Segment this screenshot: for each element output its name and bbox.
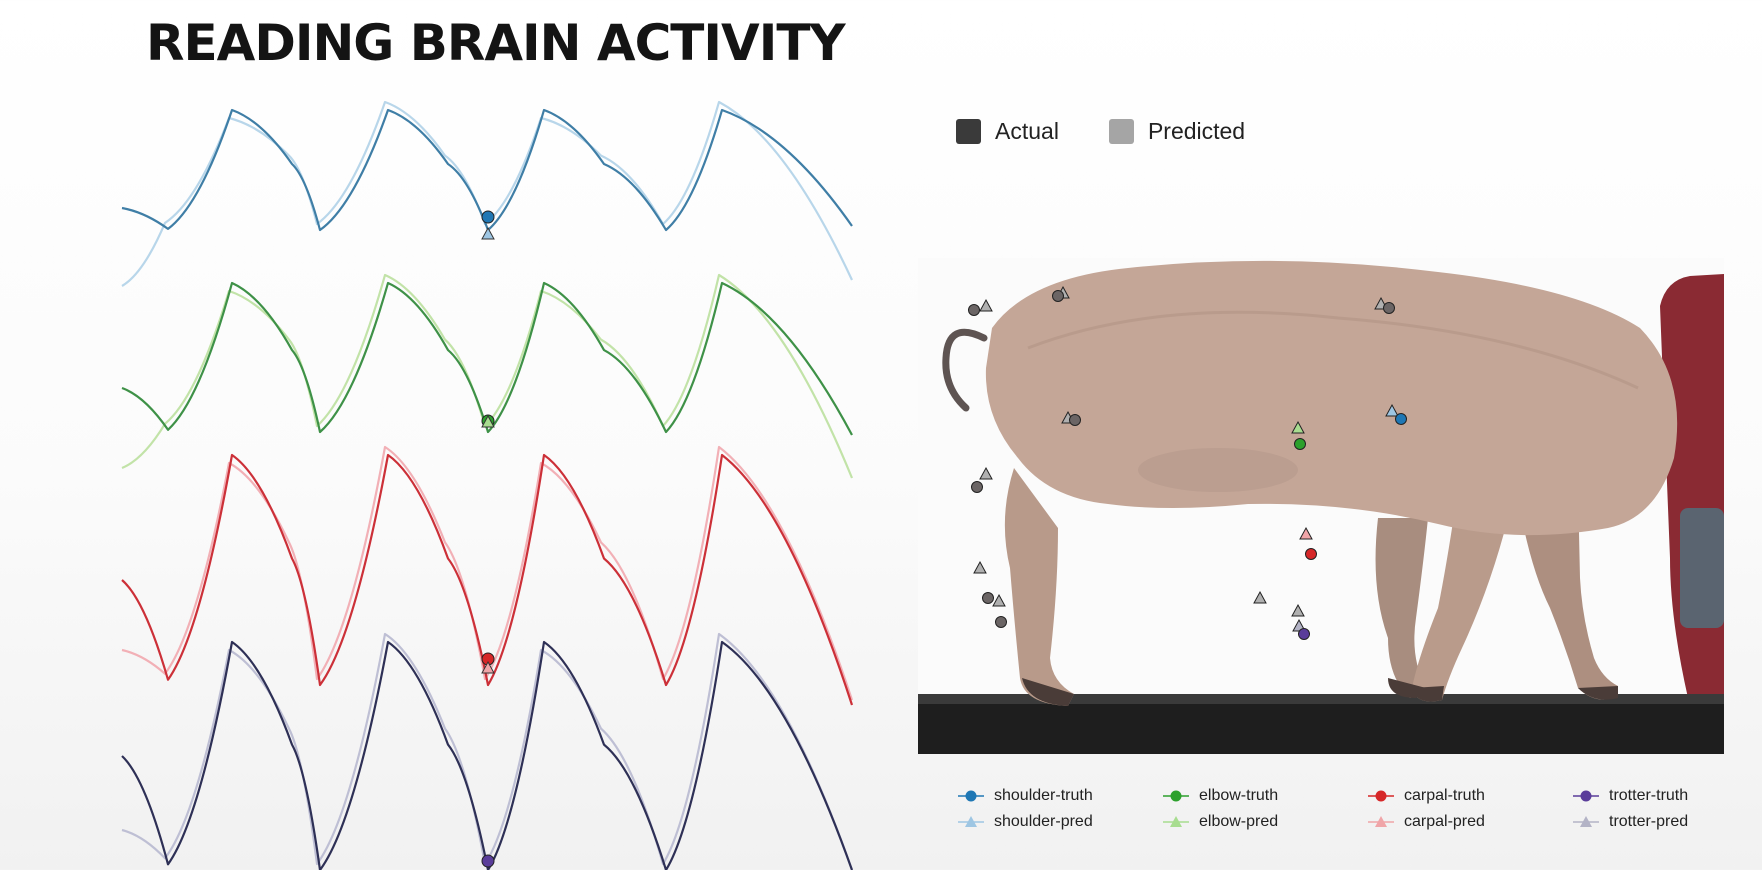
- slide-title: READING BRAIN ACTIVITY: [146, 14, 846, 72]
- legend-label: shoulder-truth: [994, 787, 1093, 804]
- pred-marker: [481, 226, 495, 240]
- legend-label: shoulder-pred: [994, 813, 1093, 830]
- carpal-pred-trace: [121, 445, 854, 701]
- circle-marker-icon: [1573, 788, 1599, 804]
- pred-marker: [481, 660, 495, 674]
- pose-keypoints: [968, 285, 1407, 640]
- triangle-marker-icon: [958, 814, 984, 830]
- elbow-actual-trace: [121, 281, 853, 436]
- legend-elbow-pred: elbow-pred: [1163, 812, 1368, 832]
- legend-actual-swatch: [956, 119, 981, 144]
- signal-traces: [121, 100, 854, 870]
- pig-body: [985, 260, 1678, 536]
- shoulder-pred-trace: [121, 100, 853, 287]
- truth-marker: [481, 210, 495, 224]
- legend-actual-label: Actual: [995, 118, 1059, 144]
- shoulder-actual-trace: [121, 108, 853, 232]
- trotter-actual-trace: [121, 640, 854, 870]
- legend-shoulder-truth: shoulder-truth: [958, 786, 1163, 806]
- legend-label: carpal-pred: [1404, 813, 1485, 830]
- legend-label: elbow-truth: [1199, 787, 1279, 804]
- legend-label: trotter-truth: [1609, 787, 1689, 804]
- truth-marker: [481, 854, 495, 868]
- legend-label: trotter-pred: [1609, 813, 1689, 830]
- circle-marker-icon: [1163, 788, 1189, 804]
- legend-elbow-truth: elbow-truth: [1163, 786, 1368, 806]
- legend-carpal-truth: carpal-truth: [1368, 786, 1573, 806]
- legend-trotter-pred: trotter-pred: [1573, 812, 1762, 832]
- triangle-marker-icon: [1573, 814, 1599, 830]
- legend-predicted-label: Predicted: [1147, 118, 1246, 144]
- legend-actual: Actual: [956, 118, 1059, 145]
- legend-predicted-swatch: [1108, 119, 1134, 144]
- legend-shoulder-pred: shoulder-pred: [958, 812, 1163, 832]
- carpal-actual-trace: [121, 453, 854, 706]
- actual-predicted-legend: Actual Predicted: [956, 118, 1245, 145]
- circle-marker-icon: [958, 788, 984, 804]
- triangle-marker-icon: [1163, 814, 1189, 830]
- elbow-pred-trace: [121, 273, 854, 479]
- legend-label: carpal-truth: [1404, 787, 1485, 804]
- pig-tail: [942, 328, 988, 412]
- circle-marker-icon: [1368, 788, 1394, 804]
- legend-predicted: Predicted: [1108, 118, 1246, 145]
- legend-trotter-truth: trotter-truth: [1573, 786, 1762, 806]
- pig-treadmill-photo: [918, 258, 1724, 754]
- pred-marker: [481, 414, 495, 428]
- legend-carpal-pred: carpal-pred: [1368, 812, 1573, 832]
- keypoint-legend: shoulder-truth elbow-truth carpal-truth …: [958, 786, 1762, 832]
- trotter-pred-trace: [121, 632, 854, 870]
- triangle-marker-icon: [1368, 814, 1394, 830]
- legend-label: elbow-pred: [1199, 813, 1279, 830]
